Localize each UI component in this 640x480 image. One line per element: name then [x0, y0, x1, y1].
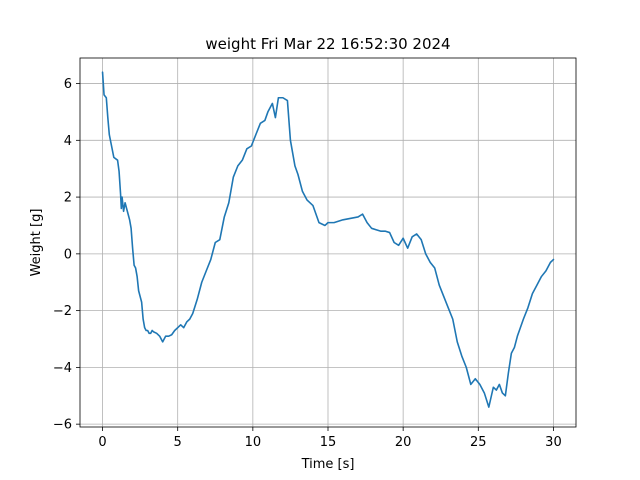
x-tick-label: 20: [395, 435, 412, 450]
y-tick-label: −6: [53, 418, 72, 433]
axis-ticks: 0 5 10 15 20 25 30 −6 −4 −2 0 2 4 6: [53, 77, 562, 450]
x-tick-label: 25: [470, 435, 487, 450]
y-tick-label: −4: [53, 361, 72, 376]
x-tick-label: 15: [320, 435, 337, 450]
weight-series-line: [101, 71, 555, 408]
y-tick-label: 6: [64, 77, 72, 92]
x-tick-label: 10: [245, 435, 262, 450]
x-axis-label: Time [s]: [301, 457, 355, 472]
y-tick-label: 4: [64, 134, 72, 149]
chart-title: weight Fri Mar 22 16:52:30 2024: [205, 35, 450, 53]
x-tick-label: 5: [174, 435, 182, 450]
y-tick-label: 2: [64, 191, 72, 206]
y-axis-label: Weight [g]: [29, 209, 44, 277]
x-tick-label: 0: [98, 435, 106, 450]
x-tick-label: 30: [545, 435, 562, 450]
grid-lines: [80, 58, 576, 427]
series-group: [101, 71, 555, 408]
y-tick-label: −2: [53, 304, 72, 319]
y-tick-label: 0: [64, 247, 72, 262]
